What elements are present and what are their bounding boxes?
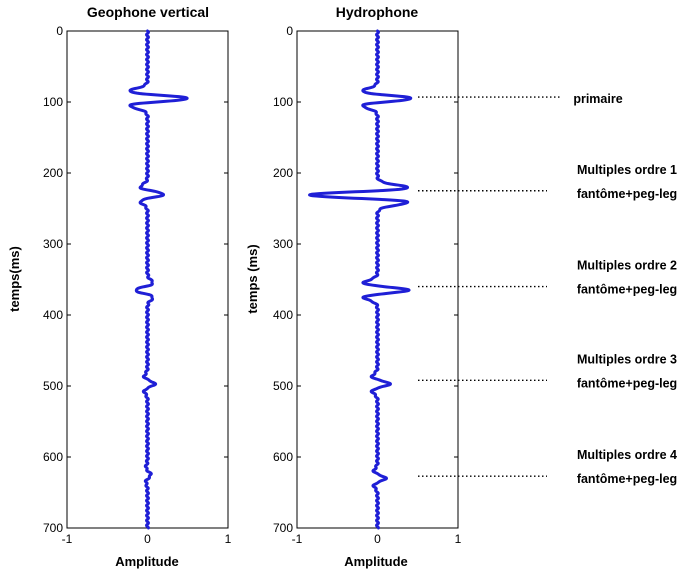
y-tick-label: 500 bbox=[43, 379, 63, 393]
y-tick-label: 500 bbox=[273, 379, 293, 393]
panel-hydrophone: Hydrophone 0 100 200 300 400 500 600 700-1 0 1 Am… bbox=[245, 4, 462, 569]
y-tick-label: 400 bbox=[43, 308, 63, 322]
y-tick-label: 700 bbox=[43, 521, 63, 535]
panel-geophone: Geophone vertical 0 100 200 300 400 500 600 700… bbox=[7, 4, 232, 569]
x-tick-label: 1 bbox=[225, 532, 232, 546]
annotation-label: fantôme+peg-leg bbox=[577, 283, 677, 297]
x-tick-label: 1 bbox=[455, 532, 462, 546]
annotation-label: Multiples ordre 4 bbox=[577, 448, 677, 462]
series-trace bbox=[128, 29, 189, 530]
y-axis-label: temps (ms) bbox=[245, 244, 260, 313]
y-tick-label: 100 bbox=[43, 95, 63, 109]
series-trace bbox=[308, 29, 413, 530]
axis-ticks: 0 100 200 300 400 500 600 700-1 0 1 bbox=[43, 24, 232, 546]
chart-title: Geophone vertical bbox=[87, 4, 209, 20]
y-tick-label: 200 bbox=[273, 166, 293, 180]
annotation-label: fantôme+peg-leg bbox=[577, 187, 677, 201]
x-axis-label: Amplitude bbox=[115, 554, 179, 569]
y-tick-label: 300 bbox=[273, 237, 293, 251]
y-tick-label: 600 bbox=[273, 450, 293, 464]
axis-ticks: 0 100 200 300 400 500 600 700-1 0 1 bbox=[273, 24, 462, 546]
y-tick-label: 400 bbox=[273, 308, 293, 322]
y-tick-label: 200 bbox=[43, 166, 63, 180]
y-tick-label: 600 bbox=[43, 450, 63, 464]
y-tick-label: 700 bbox=[273, 521, 293, 535]
annotation-label: Multiples ordre 2 bbox=[577, 259, 677, 273]
annotation-label: Multiples ordre 3 bbox=[577, 352, 677, 366]
x-tick-label: -1 bbox=[62, 532, 73, 546]
x-tick-label: -1 bbox=[292, 532, 303, 546]
y-tick-label: 100 bbox=[273, 95, 293, 109]
x-tick-label: 0 bbox=[144, 532, 151, 546]
annotation-label: primaire bbox=[573, 92, 622, 106]
annotation-label: Multiples ordre 1 bbox=[577, 163, 677, 177]
annotation-label: fantôme+peg-leg bbox=[577, 472, 677, 486]
chart-title: Hydrophone bbox=[336, 4, 419, 20]
y-tick-label: 300 bbox=[43, 237, 63, 251]
y-tick-label: 0 bbox=[56, 24, 63, 38]
y-axis-label: temps(ms) bbox=[7, 246, 22, 312]
x-tick-label: 0 bbox=[374, 532, 381, 546]
annotations: primaire Multiples ordre 1 fantôme+peg-leg… bbox=[418, 92, 677, 486]
x-axis-label: Amplitude bbox=[344, 554, 408, 569]
y-tick-label: 0 bbox=[286, 24, 293, 38]
annotation-label: fantôme+peg-leg bbox=[577, 376, 677, 390]
